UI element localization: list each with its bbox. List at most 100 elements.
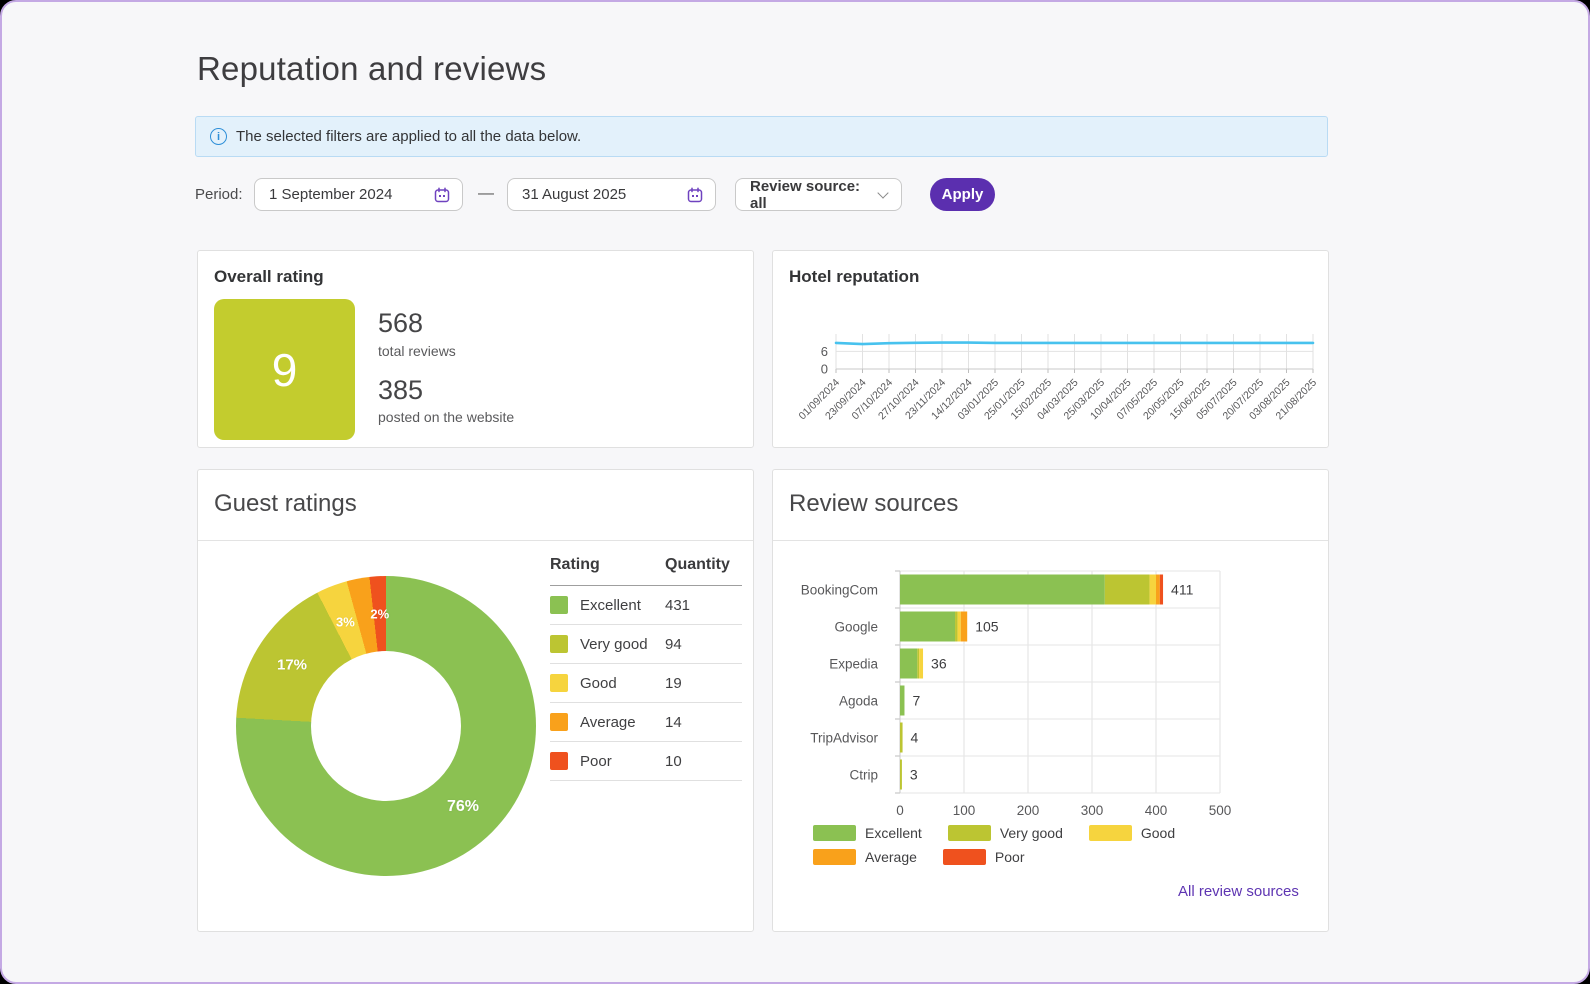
pie-percent-label: 76% xyxy=(446,798,479,816)
review-sources-bar-chart: 0 100 200 300 400 500 BookingCom 411 Google 105 Ex… xyxy=(801,570,1232,818)
bar-value-label: 105 xyxy=(975,619,999,635)
rating-color-swatch xyxy=(550,674,568,692)
bar-segment xyxy=(917,648,920,679)
divider xyxy=(773,540,1328,541)
legend-color-swatch xyxy=(813,825,856,841)
calendar-icon[interactable] xyxy=(687,186,703,203)
legend-color-swatch xyxy=(947,825,991,841)
x-tick-label: 500 xyxy=(1209,803,1232,818)
bar-segment xyxy=(960,611,968,642)
posted-reviews-label: posted on the website xyxy=(378,409,515,425)
bar-segment xyxy=(957,611,961,642)
pie-percent-label: 17% xyxy=(277,656,308,674)
total-reviews-label: total reviews xyxy=(378,343,456,359)
overall-score-value: 9 xyxy=(271,343,298,396)
bar-segment xyxy=(1156,574,1160,605)
hotel-reputation-card: Hotel reputation 01/09/2024 23/09/2024 07/… xyxy=(772,250,1329,448)
legend-item: Average xyxy=(813,849,917,865)
rating-quantity: 94 xyxy=(665,635,682,653)
legend-item: Poor xyxy=(942,849,1025,865)
info-icon: i xyxy=(210,128,227,145)
date-to-input[interactable]: 31 August 2025 xyxy=(507,178,716,211)
bar-category-label: Expedia xyxy=(829,657,878,672)
bar-value-label: 4 xyxy=(911,730,919,746)
quantity-column-header: Quantity xyxy=(665,556,730,573)
info-banner: i The selected filters are applied to al… xyxy=(195,116,1328,157)
legend-item: Excellent xyxy=(813,825,922,841)
bar-segment xyxy=(955,611,958,642)
ratings-table: Rating Quantity Excellent 431 Very good 94 G… xyxy=(550,556,742,781)
review-source-select[interactable]: Review source: all xyxy=(735,177,902,212)
legend-item: Very good xyxy=(947,825,1063,841)
rating-quantity: 19 xyxy=(665,674,682,692)
divider xyxy=(198,540,753,541)
donut-hole xyxy=(311,651,461,801)
info-banner-text: The selected filters are applied to all … xyxy=(236,128,582,145)
bar-value-label: 411 xyxy=(1171,582,1194,598)
x-tick-label: 400 xyxy=(1145,803,1168,818)
reputation-line xyxy=(834,341,1315,346)
date-from-value: 1 September 2024 xyxy=(269,186,393,203)
bar-category-label: TripAdvisor xyxy=(810,731,878,746)
rating-quantity: 14 xyxy=(665,713,682,731)
calendar-icon[interactable] xyxy=(434,186,450,203)
date-from-input[interactable]: 1 September 2024 xyxy=(254,178,463,211)
overall-rating-title: Overall rating xyxy=(214,267,324,286)
hotel-reputation-title: Hotel reputation xyxy=(789,267,920,286)
date-range-separator: — xyxy=(478,185,494,202)
legend-color-swatch xyxy=(1088,825,1132,841)
rating-color-swatch xyxy=(550,713,568,731)
reputation-line-chart: 01/09/202423/09/202407/10/202427/10/2024… xyxy=(796,334,1319,422)
date-to-value: 31 August 2025 xyxy=(522,186,627,203)
bar-segment xyxy=(900,611,956,642)
x-tick-label: 0 xyxy=(896,803,904,818)
table-row: Good 19 xyxy=(550,664,742,703)
chevron-down-icon xyxy=(877,187,889,199)
legend-label: Average xyxy=(865,849,917,865)
bar-segment xyxy=(900,759,902,790)
x-tick-label: 200 xyxy=(1017,803,1040,818)
legend-label: Poor xyxy=(994,849,1025,865)
bar-value-label: 3 xyxy=(910,767,918,783)
x-tick-label: 300 xyxy=(1081,803,1104,818)
table-row: Average 14 xyxy=(550,703,742,742)
legend-item: Good xyxy=(1088,825,1176,841)
all-review-sources-link[interactable]: All review sources xyxy=(1178,883,1299,900)
apply-button[interactable]: Apply xyxy=(930,178,995,211)
bar-segment xyxy=(919,648,924,679)
rating-color-swatch xyxy=(550,752,568,770)
legend-color-swatch xyxy=(813,849,856,865)
rating-color-swatch xyxy=(550,596,568,614)
review-source-value: Review source: all xyxy=(750,177,861,212)
bar-value-label: 7 xyxy=(912,693,920,709)
legend-label: Good xyxy=(1140,825,1176,841)
chart-legend: Excellent Very good Good Average Poor xyxy=(813,825,1233,873)
rating-label: Poor xyxy=(580,752,612,770)
svg-text:6: 6 xyxy=(821,344,828,359)
bar-segment xyxy=(1104,574,1150,605)
bar-category-label: Agoda xyxy=(839,694,879,709)
bar-segment xyxy=(1159,574,1164,605)
bar-segment xyxy=(900,648,918,679)
table-row: Poor 10 xyxy=(550,742,742,781)
rating-quantity: 431 xyxy=(665,596,691,614)
rating-color-swatch xyxy=(550,635,568,653)
review-sources-card: Review sources 0 100 200 300 400 500 BookingCo… xyxy=(772,469,1329,932)
rating-quantity: 10 xyxy=(665,752,682,770)
page-title: Reputation and reviews xyxy=(197,50,547,87)
guest-ratings-card: Guest ratings 76% 17% 3% 2% Rating Quantity… xyxy=(197,469,754,932)
bar-segment xyxy=(1149,574,1156,605)
bar-category-label: Ctrip xyxy=(849,768,878,783)
bar-segment xyxy=(900,722,903,753)
svg-text:0: 0 xyxy=(821,362,828,377)
period-label: Period: xyxy=(195,186,243,203)
rating-label: Very good xyxy=(580,635,648,653)
legend-label: Very good xyxy=(999,825,1063,841)
bar-value-label: 36 xyxy=(931,656,947,672)
posted-reviews-value: 385 xyxy=(378,375,424,405)
legend-label: Excellent xyxy=(865,825,922,841)
x-tick-label: 100 xyxy=(953,803,976,818)
bar-segment xyxy=(900,574,1105,605)
table-row: Excellent 431 xyxy=(550,586,742,625)
